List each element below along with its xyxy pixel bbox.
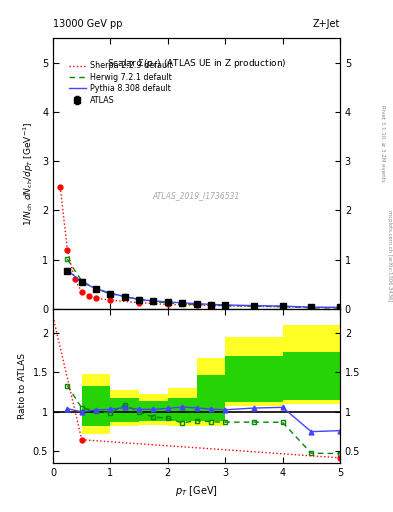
Herwig 7.2.1 default [137, 296, 141, 303]
Sherpa 2.2.9 default [137, 300, 141, 306]
Pythia 8.308 default [280, 303, 285, 309]
Herwig 7.2.1 default [309, 305, 314, 311]
Herwig 7.2.1 default [252, 303, 256, 309]
Herwig 7.2.1 default [94, 286, 99, 292]
Line: Herwig 7.2.1 default: Herwig 7.2.1 default [68, 259, 340, 308]
Herwig 7.2.1 default [338, 305, 342, 311]
Herwig 7.2.1 default [209, 302, 213, 308]
Sherpa 2.2.9 default [223, 303, 228, 309]
Y-axis label: Ratio to ATLAS: Ratio to ATLAS [18, 353, 27, 419]
Sherpa 2.2.9 default [309, 304, 314, 310]
Pythia 8.308 default [309, 304, 314, 310]
Pythia 8.308 default [108, 290, 113, 296]
Text: ATLAS_2019_I1736531: ATLAS_2019_I1736531 [153, 191, 240, 200]
Pythia 8.308 default [79, 279, 84, 285]
Sherpa 2.2.9 default [165, 302, 170, 308]
Text: Z+Jet: Z+Jet [312, 19, 340, 29]
Pythia 8.308 default [252, 303, 256, 309]
Sherpa 2.2.9 default [194, 302, 199, 308]
Text: Rivet 3.1.10, ≥ 3.2M events: Rivet 3.1.10, ≥ 3.2M events [381, 105, 386, 182]
Herwig 7.2.1 default [108, 291, 113, 297]
Pythia 8.308 default [194, 301, 199, 307]
Line: Sherpa 2.2.9 default: Sherpa 2.2.9 default [60, 187, 340, 307]
Pythia 8.308 default [180, 300, 185, 306]
Text: mcplots.cern.ch [arXiv:1306.3436]: mcplots.cern.ch [arXiv:1306.3436] [387, 210, 391, 302]
Pythia 8.308 default [165, 299, 170, 305]
Pythia 8.308 default [65, 267, 70, 273]
Herwig 7.2.1 default [165, 300, 170, 306]
Pythia 8.308 default [151, 298, 156, 304]
Sherpa 2.2.9 default [338, 304, 342, 310]
Y-axis label: $1/N_\mathrm{ch}\ dN_\mathrm{ch}/dp_T\ [\mathrm{GeV}^{-1}]$: $1/N_\mathrm{ch}\ dN_\mathrm{ch}/dp_T\ [… [22, 121, 37, 226]
Sherpa 2.2.9 default [252, 303, 256, 309]
Herwig 7.2.1 default [280, 304, 285, 310]
Sherpa 2.2.9 default [280, 304, 285, 310]
Pythia 8.308 default [338, 304, 342, 310]
Legend: Sherpa 2.2.9 default, Herwig 7.2.1 default, Pythia 8.308 default, ATLAS: Sherpa 2.2.9 default, Herwig 7.2.1 defau… [68, 61, 173, 104]
Pythia 8.308 default [209, 301, 213, 307]
Herwig 7.2.1 default [194, 302, 199, 308]
Pythia 8.308 default [223, 302, 228, 308]
Pythia 8.308 default [94, 286, 99, 292]
Sherpa 2.2.9 default [65, 247, 70, 253]
Sherpa 2.2.9 default [94, 295, 99, 301]
Herwig 7.2.1 default [79, 278, 84, 284]
Sherpa 2.2.9 default [58, 184, 62, 190]
Pythia 8.308 default [123, 293, 127, 300]
Sherpa 2.2.9 default [108, 297, 113, 303]
Text: Scalar $\Sigma(p_T)$ (ATLAS UE in Z production): Scalar $\Sigma(p_T)$ (ATLAS UE in Z prod… [107, 57, 286, 70]
Sherpa 2.2.9 default [86, 293, 91, 299]
Herwig 7.2.1 default [151, 298, 156, 305]
Line: Pythia 8.308 default: Pythia 8.308 default [68, 270, 340, 307]
Sherpa 2.2.9 default [72, 276, 77, 283]
Herwig 7.2.1 default [223, 303, 228, 309]
Herwig 7.2.1 default [180, 301, 185, 307]
Text: 13000 GeV pp: 13000 GeV pp [53, 19, 123, 29]
Herwig 7.2.1 default [65, 256, 70, 262]
Herwig 7.2.1 default [123, 293, 127, 300]
Sherpa 2.2.9 default [79, 289, 84, 295]
Pythia 8.308 default [137, 296, 141, 303]
X-axis label: $p_T\ [\mathrm{GeV}]$: $p_T\ [\mathrm{GeV}]$ [175, 484, 218, 498]
